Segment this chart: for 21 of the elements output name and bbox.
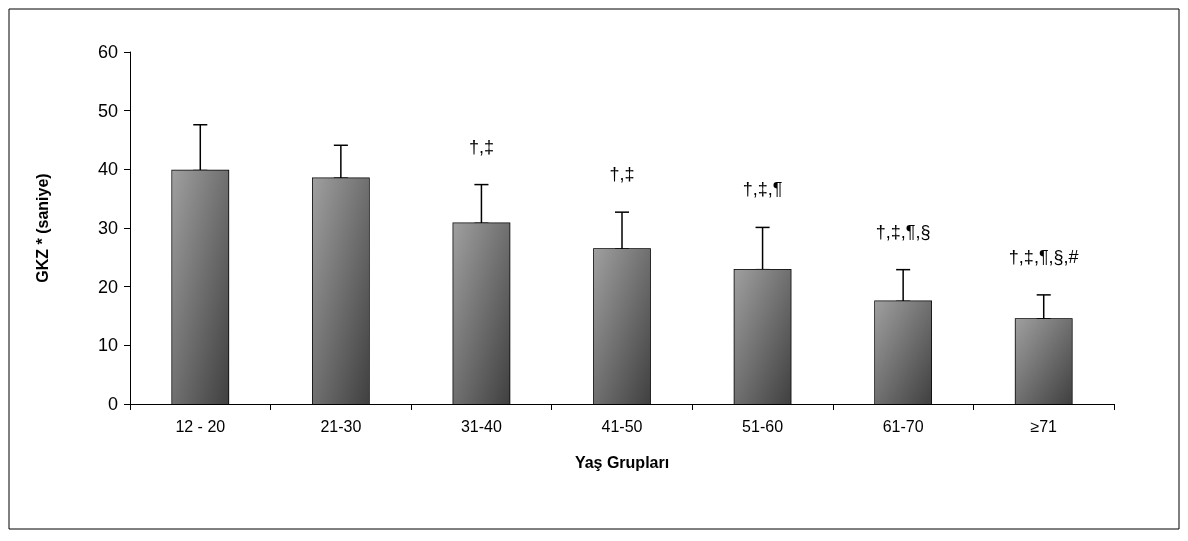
x-tick-label: 21-30 <box>320 417 362 435</box>
y-tick-label: 20 <box>97 276 118 297</box>
x-tick-label: 12 - 20 <box>175 417 226 435</box>
y-tick-label: 50 <box>97 100 118 121</box>
y-tick-label: 0 <box>107 394 118 414</box>
y-tick-label: 30 <box>97 218 118 238</box>
y-tick-label: 10 <box>97 335 118 356</box>
annotation: †,‡ <box>468 136 494 157</box>
x-tick-label: 61-70 <box>882 417 924 435</box>
annotation: †,‡,¶ <box>742 179 783 200</box>
x-tick-label: 51-60 <box>742 417 784 435</box>
x-tick-label: 41-50 <box>601 417 643 435</box>
y-axis-title: GKZ * (saniye) <box>33 173 51 283</box>
y-tick-label: 40 <box>97 159 118 180</box>
y-tick-label: 60 <box>97 42 118 62</box>
annotation: †,‡ <box>609 164 635 185</box>
annotation: †,‡,¶,§ <box>875 221 931 242</box>
x-tick-label: 31-40 <box>460 417 502 435</box>
annotation: †,‡,¶,§,# <box>1008 246 1079 267</box>
x-tick-label: ≥71 <box>1030 417 1058 435</box>
x-axis-title: Yaş Grupları <box>574 453 670 471</box>
